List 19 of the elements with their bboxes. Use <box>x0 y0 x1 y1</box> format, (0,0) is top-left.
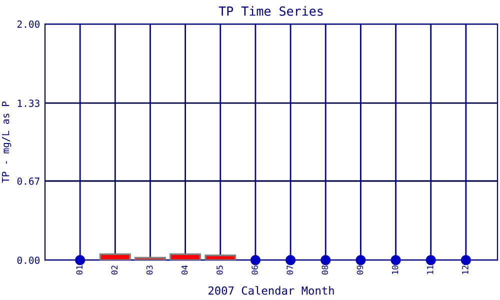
y-tick-label: 1.33 <box>18 100 40 107</box>
x-tick-label: 04 <box>181 265 188 274</box>
x-axis-title: 2007 Calendar Month <box>208 286 334 295</box>
x-tick-label: 06 <box>252 266 258 274</box>
chart-title: TP Time Series <box>218 6 323 16</box>
x-tick-label: 03 <box>146 266 153 274</box>
x-tick-label: 01 <box>76 266 83 274</box>
x-tick-label: 08 <box>322 265 328 274</box>
x-tick-label: 07 <box>286 266 293 274</box>
x-tick-label: 11 <box>427 266 434 274</box>
y-axis-title: TP - mg/L as P <box>2 102 12 183</box>
y-tick-label: 2.00 <box>17 20 40 28</box>
x-tick-label: 02 <box>111 266 118 274</box>
x-tick-label: 10 <box>392 266 398 274</box>
x-tick-label: 09 <box>356 266 364 274</box>
x-tick-label: 05 <box>216 266 223 274</box>
y-tick-label: 0.00 <box>17 256 40 264</box>
x-tick-label: 12 <box>462 266 468 274</box>
y-tick-label: 0.67 <box>17 178 40 185</box>
